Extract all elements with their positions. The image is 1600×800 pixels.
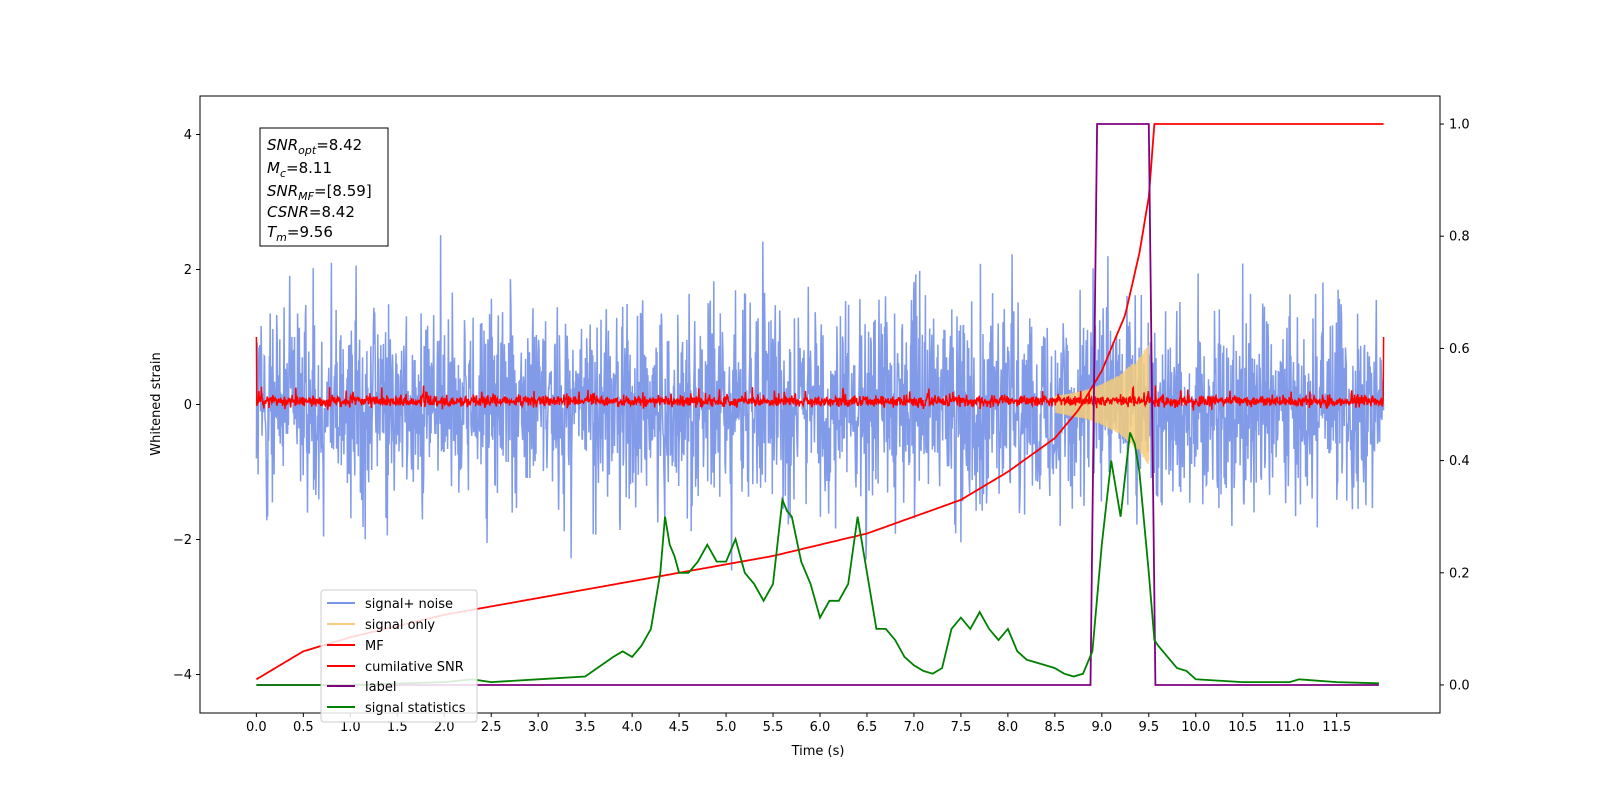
x-tick-label: 3.0 [528, 720, 549, 735]
x-tick-label: 11.0 [1275, 720, 1304, 735]
legend-label-label: label [365, 680, 396, 695]
x-tick-label: 11.5 [1322, 720, 1351, 735]
x-tick-label: 0.5 [293, 720, 314, 735]
x-axis-label: Time (s) [791, 744, 845, 759]
y2-tick-label: 0.8 [1449, 230, 1470, 245]
x-tick-label: 7.5 [951, 720, 972, 735]
x-tick-label: 7.0 [904, 720, 925, 735]
x-tick-label: 8.5 [1045, 720, 1066, 735]
info-csnr: CSNR=8.42 [267, 203, 355, 221]
info-box-frame [259, 127, 389, 247]
x-tick-label: 1.0 [340, 720, 361, 735]
x-tick-label: 6.5 [857, 720, 878, 735]
y2-tick-label: 0.6 [1449, 342, 1470, 357]
y2-tick-label: 1.0 [1449, 118, 1470, 133]
info-mc: Mc=8.11 [267, 159, 332, 180]
axes: 0.0 0.5 1.0 1.5 2.0 2.5 3.0 3.5 4.0 4.5 5.0 5.5 6.0 6… [173, 118, 1470, 735]
legend-label-signal-noise: signal+ noise [365, 597, 453, 612]
legend-frame [320, 589, 478, 723]
x-tick-label: 2.0 [434, 720, 455, 735]
legend-label-signal-only: signal only [365, 618, 435, 633]
x-tick-label: 9.0 [1091, 720, 1112, 735]
x-tick-label: 1.5 [387, 720, 408, 735]
legend-label-cumulative-snr: cumilative SNR [365, 660, 464, 675]
series-mf [255, 336, 1385, 411]
legend-label-signal-statistics: signal statistics [365, 701, 466, 716]
info-snr-opt: SNRopt=8.42 [267, 136, 362, 157]
info-snr-mf: SNRMF=[8.59] [267, 182, 372, 203]
series-signal-statistics [256, 432, 1379, 686]
x-tick-label: 8.0 [998, 720, 1019, 735]
y-tick-label: 4 [184, 128, 192, 143]
series-label [256, 123, 1379, 686]
info-box: SNRopt=8.42 Mc=8.11 SNRMF=[8.59] CSNR=8.… [259, 127, 389, 247]
x-tick-label: 5.5 [763, 720, 784, 735]
info-tm: Tm=9.56 [267, 223, 333, 244]
series-signal-noise [255, 235, 1385, 571]
y-tick-label: 2 [184, 263, 192, 278]
x-tick-label: 10.5 [1228, 720, 1257, 735]
x-tick-label: 4.0 [622, 720, 643, 735]
y-tick-label: −2 [173, 533, 192, 548]
y2-tick-label: 0.0 [1449, 678, 1470, 693]
y-axis-label: Whitened strain [149, 352, 164, 455]
y2-tick-label: 0.2 [1449, 566, 1470, 581]
x-tick-label: 6.0 [810, 720, 831, 735]
legend: signal+ noise signal only MF cumilative … [320, 589, 478, 723]
x-tick-label: 0.0 [246, 720, 267, 735]
x-tick-label: 9.5 [1138, 720, 1159, 735]
x-tick-label: 3.5 [575, 720, 596, 735]
y-tick-label: −4 [173, 668, 192, 683]
x-tick-label: 10.0 [1181, 720, 1210, 735]
x-tick-label: 4.5 [669, 720, 690, 735]
y-tick-label: 0 [184, 398, 192, 413]
x-tick-label: 5.0 [716, 720, 737, 735]
legend-label-mf: MF [365, 639, 384, 654]
x-tick-label: 2.5 [481, 720, 502, 735]
y2-tick-label: 0.4 [1449, 454, 1470, 469]
